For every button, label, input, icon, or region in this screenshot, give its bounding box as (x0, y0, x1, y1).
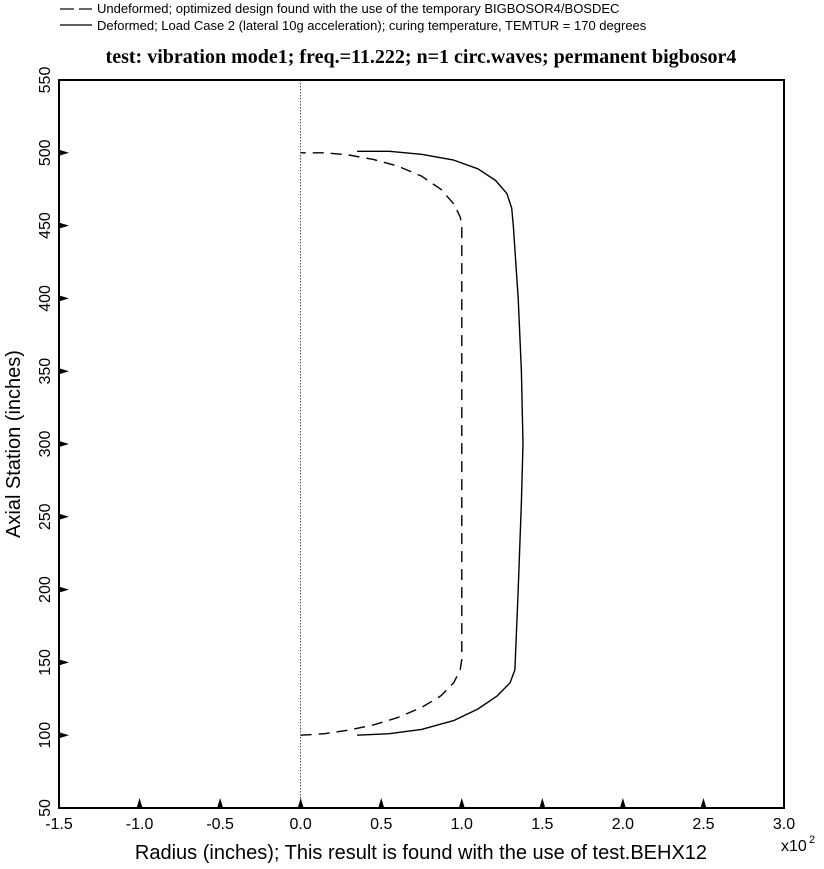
x-tick-label: 1.5 (531, 816, 553, 833)
y-tick-mark (59, 586, 69, 593)
x-tick-label: 0.0 (290, 816, 312, 833)
x-tick-label: 2.0 (612, 816, 634, 833)
y-tick-label: 100 (37, 722, 54, 749)
y-ticks: 50 100 150 200 250 300 350 400 450 500 550 (37, 67, 69, 817)
y-tick-mark (59, 368, 69, 375)
y-tick-label: 350 (37, 358, 54, 385)
y-tick-mark (59, 513, 69, 520)
y-tick-label: 450 (37, 212, 54, 239)
x-tick-label: 2.5 (692, 816, 714, 833)
deformed-series-line (357, 150, 524, 736)
y-tick-label: 150 (37, 649, 54, 676)
x-ticks: -1.5 -1.0 -0.5 0.0 0.5 1.0 1.5 2.0 2.5 3.0 (45, 798, 795, 833)
y-tick-label: 500 (37, 139, 54, 166)
x-axis-label: Radius (inches); This result is found wi… (135, 842, 707, 864)
y-tick-label: 550 (37, 67, 54, 94)
legend: Undeformed; optimized design found with … (60, 1, 647, 33)
undeformed-series-line (300, 152, 463, 736)
x-tick-label: 1.0 (451, 816, 473, 833)
x-axis-multiplier: x10 (781, 838, 807, 855)
y-tick-mark (59, 295, 69, 302)
x-tick-mark (217, 798, 224, 808)
x-axis-multiplier-exponent: 2 (809, 834, 815, 846)
y-tick-label: 50 (37, 799, 54, 817)
y-tick-label: 250 (37, 503, 54, 530)
y-tick-label: 400 (37, 285, 54, 312)
x-tick-mark (378, 798, 385, 808)
x-tick-mark (539, 798, 546, 808)
x-tick-mark (136, 798, 143, 808)
x-tick-label: -1.0 (126, 816, 154, 833)
y-tick-label: 200 (37, 576, 54, 603)
legend-label-undeformed: Undeformed; optimized design found with … (97, 1, 619, 16)
y-tick-mark (59, 659, 69, 666)
plot-frame (58, 79, 785, 809)
chart-title: test: vibration mode1; freq.=11.222; n=1… (106, 46, 737, 68)
y-tick-mark (59, 149, 69, 156)
x-tick-mark (458, 798, 465, 808)
y-tick-label: 300 (37, 431, 54, 458)
x-tick-label: 3.0 (773, 816, 795, 833)
y-axis-label: Axial Station (inches) (3, 350, 25, 538)
y-tick-mark (59, 222, 69, 229)
x-tick-label: -0.5 (206, 816, 234, 833)
x-tick-label: -1.5 (45, 816, 73, 833)
series-layer (300, 150, 524, 736)
legend-label-deformed: Deformed; Load Case 2 (lateral 10g accel… (97, 18, 647, 33)
x-tick-mark (700, 798, 707, 808)
y-tick-mark (59, 732, 69, 739)
x-tick-label: 0.5 (370, 816, 392, 833)
y-tick-mark (59, 441, 69, 447)
x-tick-mark (619, 798, 626, 808)
